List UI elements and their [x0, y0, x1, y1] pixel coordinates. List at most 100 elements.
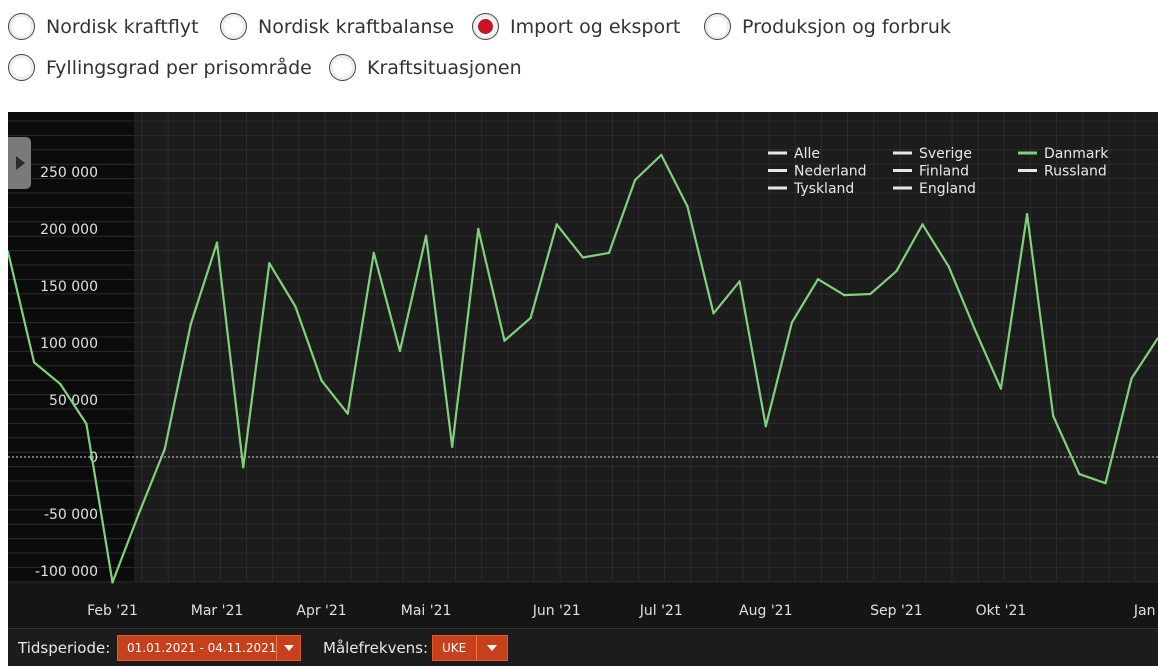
data-point	[241, 466, 245, 469]
line-chart: -100 000 -50 000 0 50 000 100 000 150 000 200 …	[8, 112, 1158, 628]
data-point	[999, 387, 1003, 390]
radio-circle[interactable]	[704, 13, 731, 40]
radio-kraftsituasjonen[interactable]: Kraftsituasjonen	[329, 54, 522, 81]
legend-label: Tyskland	[793, 181, 854, 197]
data-point	[294, 305, 297, 308]
data-point	[32, 361, 36, 364]
data-point	[1025, 212, 1029, 216]
expand-panel-button[interactable]	[8, 137, 31, 189]
legend-label: Danmark	[1044, 146, 1109, 162]
data-point	[268, 262, 271, 265]
data-point	[1104, 482, 1107, 485]
data-point	[842, 293, 846, 297]
data-point	[555, 223, 558, 226]
controls-bar: Tidsperiode: 01.01.2021 - 04.11.2021 Mål…	[8, 628, 1158, 666]
x-tick-label: Jul '21	[639, 603, 683, 619]
data-point	[947, 265, 950, 268]
radio-selected-dot	[478, 19, 493, 34]
data-point	[869, 292, 872, 296]
x-axis-panel	[8, 582, 1158, 628]
chart-area: -100 000 -50 000 0 50 000 100 000 150 000 200 …	[8, 112, 1158, 628]
y-tick-label: 0	[89, 450, 98, 466]
x-tick-label: Feb '21	[87, 603, 138, 619]
data-point	[790, 321, 794, 324]
data-point	[921, 223, 924, 226]
radio-import-og-eksport[interactable]: Import og eksport	[472, 13, 680, 40]
radio-label: Nordisk kraftflyt	[46, 15, 199, 38]
radio-label: Import og eksport	[510, 15, 681, 38]
y-tick-label: 250 000	[40, 165, 98, 181]
x-tick-label: Apr '21	[296, 603, 346, 619]
data-point	[137, 512, 140, 516]
data-point	[372, 251, 376, 255]
data-point	[8, 250, 10, 253]
x-tick-label: Sep '21	[870, 603, 923, 619]
data-point	[398, 349, 402, 353]
period-value: 01.01.2021 - 04.11.2021	[127, 641, 277, 655]
freq-label: Målefrekvens:	[323, 639, 429, 657]
legend-label: Alle	[794, 146, 820, 162]
radio-produksjon-og-forbruk[interactable]: Produksjon og forbruk	[704, 13, 951, 40]
data-point	[1078, 472, 1081, 476]
radio-circle[interactable]	[220, 13, 247, 40]
x-tick-label: Mai '21	[401, 603, 452, 619]
radio-circle[interactable]	[8, 13, 35, 40]
data-point	[529, 316, 532, 320]
radio-nordisk-kraftflyt[interactable]: Nordisk kraftflyt	[8, 13, 199, 40]
period-select[interactable]: 01.01.2021 - 04.11.2021	[117, 635, 301, 661]
chevron-down-icon	[476, 636, 507, 660]
legend-label: Sverige	[919, 146, 972, 162]
y-tick-label: 200 000	[40, 222, 98, 238]
radio-circle[interactable]	[329, 54, 356, 81]
y-tick-label: -100 000	[35, 564, 98, 580]
y-tick-label: 50 000	[49, 393, 98, 409]
period-label: Tidsperiode:	[18, 639, 111, 657]
data-point	[816, 277, 820, 281]
data-point	[503, 339, 506, 342]
radio-circle[interactable]	[8, 54, 35, 81]
data-point	[581, 256, 585, 259]
legend-label: Finland	[919, 164, 969, 180]
chevron-right-icon	[16, 156, 25, 170]
data-point	[424, 234, 428, 238]
data-point	[111, 581, 114, 584]
radio-label: Kraftsituasjonen	[367, 56, 522, 79]
data-point	[59, 382, 62, 386]
radio-nordisk-kraftbalanse[interactable]: Nordisk kraftbalanse	[220, 13, 454, 40]
data-point	[477, 227, 480, 231]
y-tick-label: 150 000	[40, 279, 98, 295]
legend-label: England	[919, 181, 976, 197]
radio-label: Produksjon og forbruk	[742, 15, 951, 38]
data-point	[215, 241, 219, 244]
data-point	[451, 445, 454, 448]
radio-label: Nordisk kraftbalanse	[258, 15, 455, 38]
data-point	[764, 425, 767, 428]
chevron-down-icon	[276, 636, 300, 660]
data-point	[1052, 414, 1055, 418]
data-point	[895, 269, 898, 273]
y-tick-label: 100 000	[40, 336, 98, 352]
radio-circle[interactable]	[472, 13, 499, 40]
y-tick-label: -50 000	[44, 507, 98, 523]
plot-background	[134, 112, 1158, 582]
radio-fyllingsgrad[interactable]: Fyllingsgrad per prisområde	[8, 54, 312, 81]
data-point	[660, 153, 663, 157]
data-point	[85, 422, 88, 426]
data-point	[712, 312, 715, 315]
freq-value: UKE	[442, 641, 467, 655]
legend-label: Nederland	[794, 164, 867, 180]
x-tick-label: Jun '21	[532, 603, 581, 619]
data-point	[973, 328, 977, 331]
freq-select[interactable]: UKE	[432, 635, 508, 661]
data-point	[686, 205, 689, 208]
radio-label: Fyllingsgrad per prisområde	[46, 56, 312, 79]
legend-label: Russland	[1044, 164, 1107, 180]
data-point	[633, 178, 637, 182]
x-tick-label: Okt '21	[976, 603, 1027, 619]
data-point	[189, 322, 193, 325]
x-tick-label: Mar '21	[191, 603, 244, 619]
data-point	[163, 447, 166, 451]
y-axis-panel	[8, 112, 134, 582]
data-point	[607, 251, 611, 255]
data-point	[738, 280, 741, 283]
